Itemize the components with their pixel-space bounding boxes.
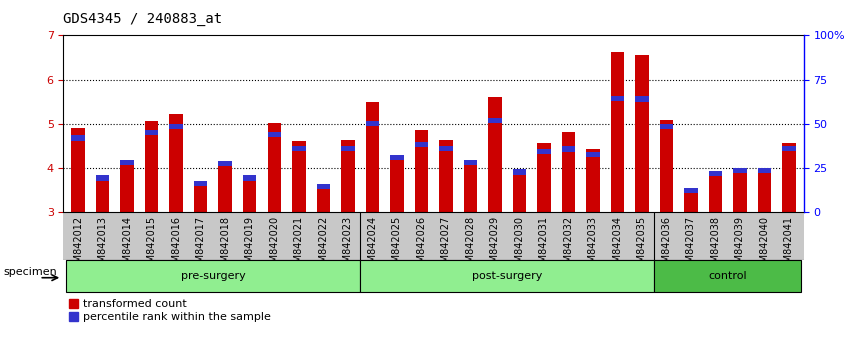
Text: GSM842012: GSM842012 — [73, 216, 83, 275]
Bar — [611, 96, 624, 101]
Text: GSM842023: GSM842023 — [343, 216, 353, 275]
Text: GSM842026: GSM842026 — [416, 216, 426, 275]
Text: GSM842017: GSM842017 — [195, 216, 206, 275]
Text: GSM842039: GSM842039 — [735, 216, 745, 275]
Bar — [513, 170, 526, 175]
Bar — [513, 172, 526, 212]
Bar — [562, 132, 575, 212]
Bar — [758, 168, 772, 173]
Text: GSM842034: GSM842034 — [613, 216, 623, 275]
Bar — [145, 121, 158, 212]
Text: specimen: specimen — [3, 267, 57, 277]
Bar — [243, 178, 256, 212]
Bar — [415, 142, 428, 147]
Text: GSM842022: GSM842022 — [318, 216, 328, 275]
Text: GSM842020: GSM842020 — [269, 216, 279, 275]
Text: GSM842037: GSM842037 — [686, 216, 696, 275]
Bar — [654, 260, 801, 292]
Bar — [390, 155, 404, 160]
Bar — [660, 120, 673, 212]
Text: GSM842030: GSM842030 — [514, 216, 525, 275]
Bar — [586, 152, 600, 157]
Bar — [611, 52, 624, 212]
Bar — [439, 140, 453, 212]
Text: GSM842013: GSM842013 — [97, 216, 107, 275]
Bar — [783, 146, 796, 152]
Bar — [243, 175, 256, 181]
Bar — [537, 143, 551, 212]
Text: GSM842028: GSM842028 — [465, 216, 475, 275]
Bar — [390, 156, 404, 212]
Text: GSM842014: GSM842014 — [122, 216, 132, 275]
Bar — [684, 188, 698, 193]
Text: post-surgery: post-surgery — [472, 271, 542, 281]
Text: GSM842027: GSM842027 — [441, 216, 451, 275]
Text: GSM842019: GSM842019 — [244, 216, 255, 275]
Bar — [194, 182, 207, 212]
Legend: transformed count, percentile rank within the sample: transformed count, percentile rank withi… — [69, 299, 272, 322]
Text: control: control — [708, 271, 747, 281]
Text: pre-surgery: pre-surgery — [180, 271, 245, 281]
Bar — [537, 149, 551, 154]
Bar — [365, 102, 379, 212]
Bar — [96, 176, 109, 212]
Bar — [415, 130, 428, 212]
Bar — [733, 168, 747, 173]
Bar — [733, 170, 747, 212]
Bar — [96, 175, 109, 181]
Bar — [292, 141, 305, 212]
Text: GSM842033: GSM842033 — [588, 216, 598, 275]
Bar — [341, 140, 354, 212]
Text: GSM842021: GSM842021 — [294, 216, 304, 275]
Bar — [562, 147, 575, 152]
Bar — [66, 260, 360, 292]
Text: GSM842018: GSM842018 — [220, 216, 230, 275]
Bar — [120, 160, 134, 165]
Bar — [169, 114, 183, 212]
Bar — [365, 121, 379, 126]
Text: GSM842036: GSM842036 — [662, 216, 672, 275]
Bar — [464, 160, 477, 165]
Text: GSM842038: GSM842038 — [711, 216, 721, 275]
Bar — [635, 55, 649, 212]
Text: GSM842041: GSM842041 — [784, 216, 794, 275]
Bar — [292, 146, 305, 152]
Bar — [586, 149, 600, 212]
Bar — [635, 96, 649, 102]
Bar — [341, 146, 354, 152]
Bar — [684, 189, 698, 212]
Text: GSM842016: GSM842016 — [171, 216, 181, 275]
Bar — [169, 124, 183, 129]
Bar — [464, 163, 477, 212]
Bar — [660, 124, 673, 129]
Text: GSM842031: GSM842031 — [539, 216, 549, 275]
Bar — [218, 161, 232, 166]
Bar — [194, 181, 207, 186]
Bar — [145, 130, 158, 135]
Bar — [71, 135, 85, 141]
Bar — [71, 128, 85, 212]
Bar — [316, 184, 330, 189]
Text: GSM842024: GSM842024 — [367, 216, 377, 275]
Text: GSM842025: GSM842025 — [392, 216, 402, 275]
Text: GSM842015: GSM842015 — [146, 216, 157, 275]
Bar — [709, 171, 722, 176]
Bar — [218, 164, 232, 212]
Text: GSM842032: GSM842032 — [563, 216, 574, 275]
Bar — [488, 97, 502, 212]
Bar — [316, 187, 330, 212]
Bar — [783, 143, 796, 212]
Bar — [120, 161, 134, 212]
Bar — [360, 260, 654, 292]
Text: GDS4345 / 240883_at: GDS4345 / 240883_at — [63, 12, 222, 27]
Bar — [267, 132, 281, 137]
Bar — [758, 170, 772, 212]
Text: GSM842029: GSM842029 — [490, 216, 500, 275]
Text: GSM842040: GSM842040 — [760, 216, 770, 275]
Bar — [488, 118, 502, 123]
Text: GSM842035: GSM842035 — [637, 216, 647, 275]
Bar — [267, 123, 281, 212]
Bar — [709, 173, 722, 212]
Bar — [439, 146, 453, 152]
